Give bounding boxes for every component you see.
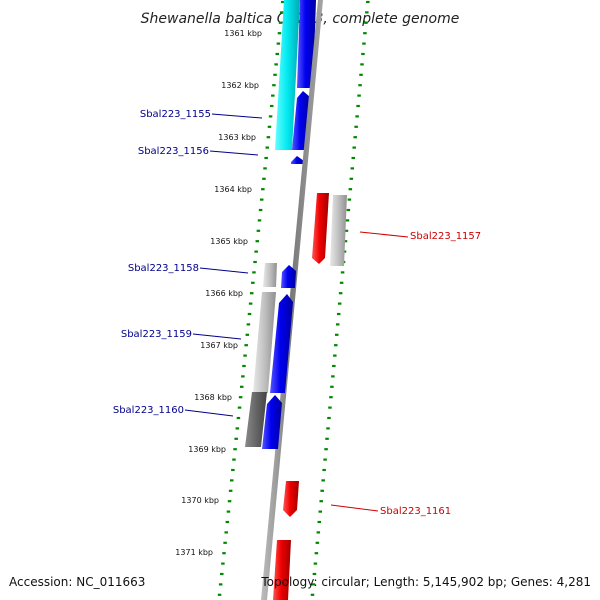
kbp-label-1369: 1369 kbp xyxy=(188,445,226,454)
gray-feature-1159 xyxy=(253,292,276,393)
label-leader-1160 xyxy=(184,409,234,417)
cds-forward-1160 xyxy=(262,395,282,449)
gene-labels: Sbal223_1155 Sbal223_1156 Sbal223_1157 S… xyxy=(113,109,481,517)
kbp-label-1365: 1365 kbp xyxy=(210,237,248,246)
label-leader-1161 xyxy=(330,504,379,512)
cds-reverse-1157 xyxy=(312,193,329,264)
dotted-guide-lines xyxy=(217,0,370,596)
gene-label-1159: Sbal223_1159 xyxy=(121,329,192,340)
dark-gray-feature-1160 xyxy=(245,392,267,447)
gray-feature-1158 xyxy=(263,263,277,287)
gray-feature-1157 xyxy=(330,195,347,266)
gene-label-1158: Sbal223_1158 xyxy=(128,263,199,274)
label-leader-1156 xyxy=(209,150,259,156)
kbp-label-1371: 1371 kbp xyxy=(175,548,213,557)
gene-label-1161: Sbal223_1161 xyxy=(380,506,451,517)
label-leader-1158 xyxy=(199,267,249,274)
gene-label-1157: Sbal223_1157 xyxy=(410,231,481,242)
cds-reverse-bottom xyxy=(273,540,291,600)
kbp-label-1368: 1368 kbp xyxy=(194,393,232,402)
cds-forward-1156 xyxy=(291,156,304,164)
gene-label-1155: Sbal223_1155 xyxy=(140,109,211,120)
kbp-ruler: 1361 kbp 1362 kbp 1363 kbp 1364 kbp 1365… xyxy=(175,29,262,557)
cds-reverse-1161 xyxy=(283,481,299,517)
kbp-label-1367: 1367 kbp xyxy=(200,341,238,350)
cds-forward-1155a xyxy=(297,0,316,88)
gene-label-1156: Sbal223_1156 xyxy=(138,146,209,157)
kbp-label-1370: 1370 kbp xyxy=(181,496,219,505)
accession-text: Accession: NC_011663 xyxy=(9,575,145,589)
cyan-feature xyxy=(275,0,300,150)
cds-forward-1158 xyxy=(281,265,296,288)
genome-backbone xyxy=(261,0,323,600)
kbp-label-1366: 1366 kbp xyxy=(205,289,243,298)
kbp-label-1362: 1362 kbp xyxy=(221,81,259,90)
kbp-label-1364: 1364 kbp xyxy=(214,185,252,194)
label-leader-1159 xyxy=(192,333,242,340)
label-leader-1155 xyxy=(211,113,263,119)
cds-forward-1159 xyxy=(270,294,293,393)
kbp-label-1361: 1361 kbp xyxy=(224,29,262,38)
topology-text: Topology: circular; Length: 5,145,902 bp… xyxy=(260,575,591,589)
feature-track xyxy=(245,0,347,600)
label-leader-1157 xyxy=(359,231,409,238)
gene-label-1160: Sbal223_1160 xyxy=(113,405,184,416)
kbp-label-1363: 1363 kbp xyxy=(218,133,256,142)
